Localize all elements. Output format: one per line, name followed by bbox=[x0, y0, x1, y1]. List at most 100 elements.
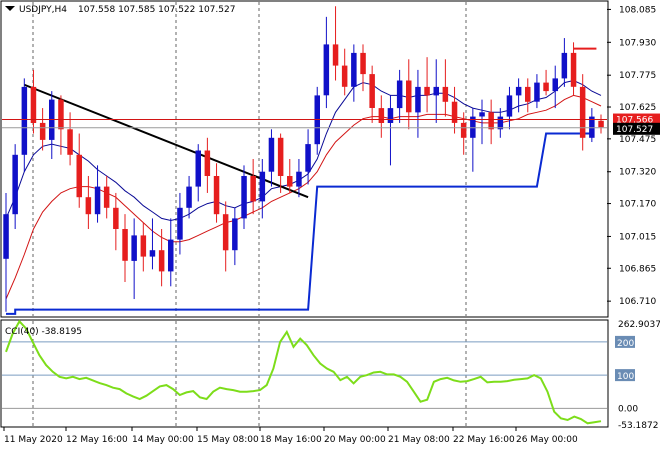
candle bbox=[378, 95, 385, 138]
candle bbox=[341, 48, 348, 96]
candle bbox=[442, 59, 449, 117]
trendline bbox=[23, 83, 309, 199]
candle bbox=[296, 159, 302, 198]
cci-axis: 262.9037 200 100 0.00 -53.1872 bbox=[615, 320, 660, 431]
time-tick-label: 11 May 2020 bbox=[4, 435, 63, 445]
time-tick-label: 14 May 00:00 bbox=[132, 435, 194, 445]
price-tick-label: 107.930 bbox=[619, 38, 656, 48]
trendline-layer bbox=[23, 47, 597, 199]
price-tick-label: 107.170 bbox=[619, 200, 656, 210]
candle bbox=[140, 222, 147, 272]
candle-body bbox=[570, 52, 577, 87]
candle bbox=[305, 129, 311, 185]
candle-body bbox=[241, 176, 247, 219]
chart-header: USDJPY,H4 107.558 107.585 107.522 107.52… bbox=[5, 5, 235, 15]
price-tick-label: 107.015 bbox=[619, 232, 656, 242]
candle bbox=[158, 229, 165, 287]
candle-body bbox=[213, 176, 220, 215]
candle bbox=[543, 69, 549, 96]
candle bbox=[515, 78, 522, 113]
candle-body bbox=[140, 235, 147, 257]
candle-body bbox=[67, 129, 73, 155]
candle bbox=[250, 159, 256, 215]
candle-body bbox=[30, 86, 37, 123]
candle bbox=[479, 99, 485, 145]
candle-body bbox=[442, 86, 449, 102]
candle-body bbox=[470, 116, 476, 138]
price-axis: 108.085 107.930 107.775 107.625 107.475 107.3… bbox=[607, 5, 660, 307]
candle bbox=[12, 144, 18, 230]
chart-frames bbox=[0, 0, 609, 428]
time-tick-label: 26 May 00:00 bbox=[516, 435, 578, 445]
price-tick-label: 107.775 bbox=[619, 71, 656, 81]
candle-body bbox=[332, 44, 339, 66]
candle bbox=[552, 65, 558, 109]
candle-body bbox=[360, 52, 366, 75]
candle bbox=[94, 165, 101, 223]
cci-level-label: 100 bbox=[617, 372, 634, 382]
candle bbox=[396, 69, 403, 123]
gridlines bbox=[32, 2, 467, 426]
candle-body bbox=[277, 137, 284, 176]
cci-panel-frame bbox=[0, 319, 609, 428]
candle-body bbox=[525, 86, 531, 102]
time-axis: 11 May 2020 12 May 16:00 14 May 00:00 15 Ma… bbox=[3, 427, 578, 445]
price-tick-label: 108.085 bbox=[619, 5, 656, 15]
cci-zero-label: 0.00 bbox=[618, 404, 638, 414]
candle-body bbox=[369, 74, 375, 108]
candle bbox=[186, 175, 192, 219]
candle-body bbox=[177, 207, 183, 240]
price-tick-label: 107.475 bbox=[619, 135, 656, 145]
candle bbox=[433, 59, 439, 123]
candle bbox=[406, 59, 412, 130]
candle-body bbox=[543, 82, 549, 92]
cci-max-label: 262.9037 bbox=[618, 320, 660, 330]
candle bbox=[49, 91, 55, 159]
candle bbox=[589, 108, 595, 143]
cci-level-box bbox=[615, 335, 635, 348]
candle-body bbox=[479, 112, 485, 117]
candle-body bbox=[415, 86, 421, 113]
price-level-lines bbox=[2, 119, 607, 129]
candle-body bbox=[103, 186, 110, 208]
candle bbox=[579, 74, 586, 151]
candle-body bbox=[85, 197, 92, 215]
cci-indicator bbox=[2, 319, 607, 425]
time-tick-label: 15 May 08:00 bbox=[197, 435, 259, 445]
candle bbox=[369, 65, 375, 123]
candle-body bbox=[122, 229, 128, 261]
candle-body bbox=[497, 116, 504, 130]
candle-body bbox=[589, 116, 595, 138]
candle bbox=[314, 86, 320, 155]
candle-body bbox=[94, 186, 101, 215]
candle-body bbox=[341, 65, 348, 87]
candle bbox=[168, 218, 174, 287]
candle-body bbox=[598, 120, 604, 128]
candle bbox=[259, 159, 266, 219]
step-band bbox=[6, 132, 592, 315]
candle bbox=[534, 74, 540, 109]
candle-body bbox=[113, 207, 119, 229]
candle-body bbox=[21, 86, 28, 155]
cci-title: CCI(40) -38.8195 bbox=[5, 327, 82, 337]
candle-body bbox=[195, 150, 201, 187]
candle-body bbox=[186, 186, 192, 208]
candle bbox=[85, 175, 92, 230]
time-tick-label: 22 May 16:00 bbox=[453, 435, 515, 445]
candle-body bbox=[506, 95, 513, 117]
cci-line bbox=[5, 319, 602, 425]
candle bbox=[387, 95, 394, 166]
candle-body bbox=[12, 154, 18, 215]
candle bbox=[241, 165, 247, 230]
collapse-triangle-icon[interactable] bbox=[5, 6, 15, 11]
candle bbox=[360, 44, 366, 92]
candle bbox=[277, 133, 284, 193]
candlesticks bbox=[3, 6, 604, 312]
candle bbox=[149, 218, 156, 270]
time-tick-label: 20 May 00:00 bbox=[324, 435, 386, 445]
candle bbox=[39, 108, 46, 151]
candle-body bbox=[433, 86, 439, 96]
candle-body bbox=[396, 80, 403, 109]
candle-body bbox=[296, 171, 302, 187]
